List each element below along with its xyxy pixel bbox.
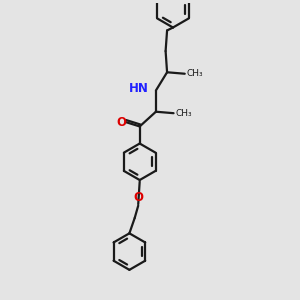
Text: CH₃: CH₃ [186,69,203,78]
Text: O: O [133,191,143,204]
Text: CH₃: CH₃ [175,109,192,118]
Text: O: O [116,116,126,128]
Text: HN: HN [129,82,148,95]
